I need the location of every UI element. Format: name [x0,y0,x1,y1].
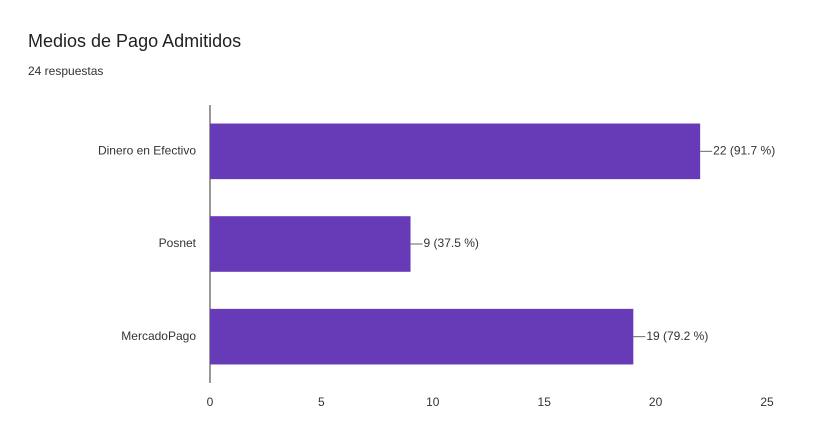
y-tick-label: Dinero en Efectivo [98,144,196,158]
data-label: 9 (37.5 %) [424,236,479,250]
bar [210,308,634,365]
chart-title: Medios de Pago Admitidos [28,31,241,51]
x-tick-label: 15 [538,395,552,409]
bar [210,123,701,180]
data-label: 22 (91.7 %) [713,144,775,158]
x-tick-label: 5 [318,395,325,409]
x-tick-label: 25 [760,395,774,409]
y-tick-label: Posnet [159,236,197,250]
data-label: 19 (79.2 %) [646,329,708,343]
chart-subtitle: 24 respuestas [28,64,103,78]
y-tick-label: MercadoPago [121,329,196,343]
x-tick-label: 20 [649,395,663,409]
x-tick-label: 0 [207,395,214,409]
bar [210,216,411,272]
x-tick-label: 10 [426,395,440,409]
